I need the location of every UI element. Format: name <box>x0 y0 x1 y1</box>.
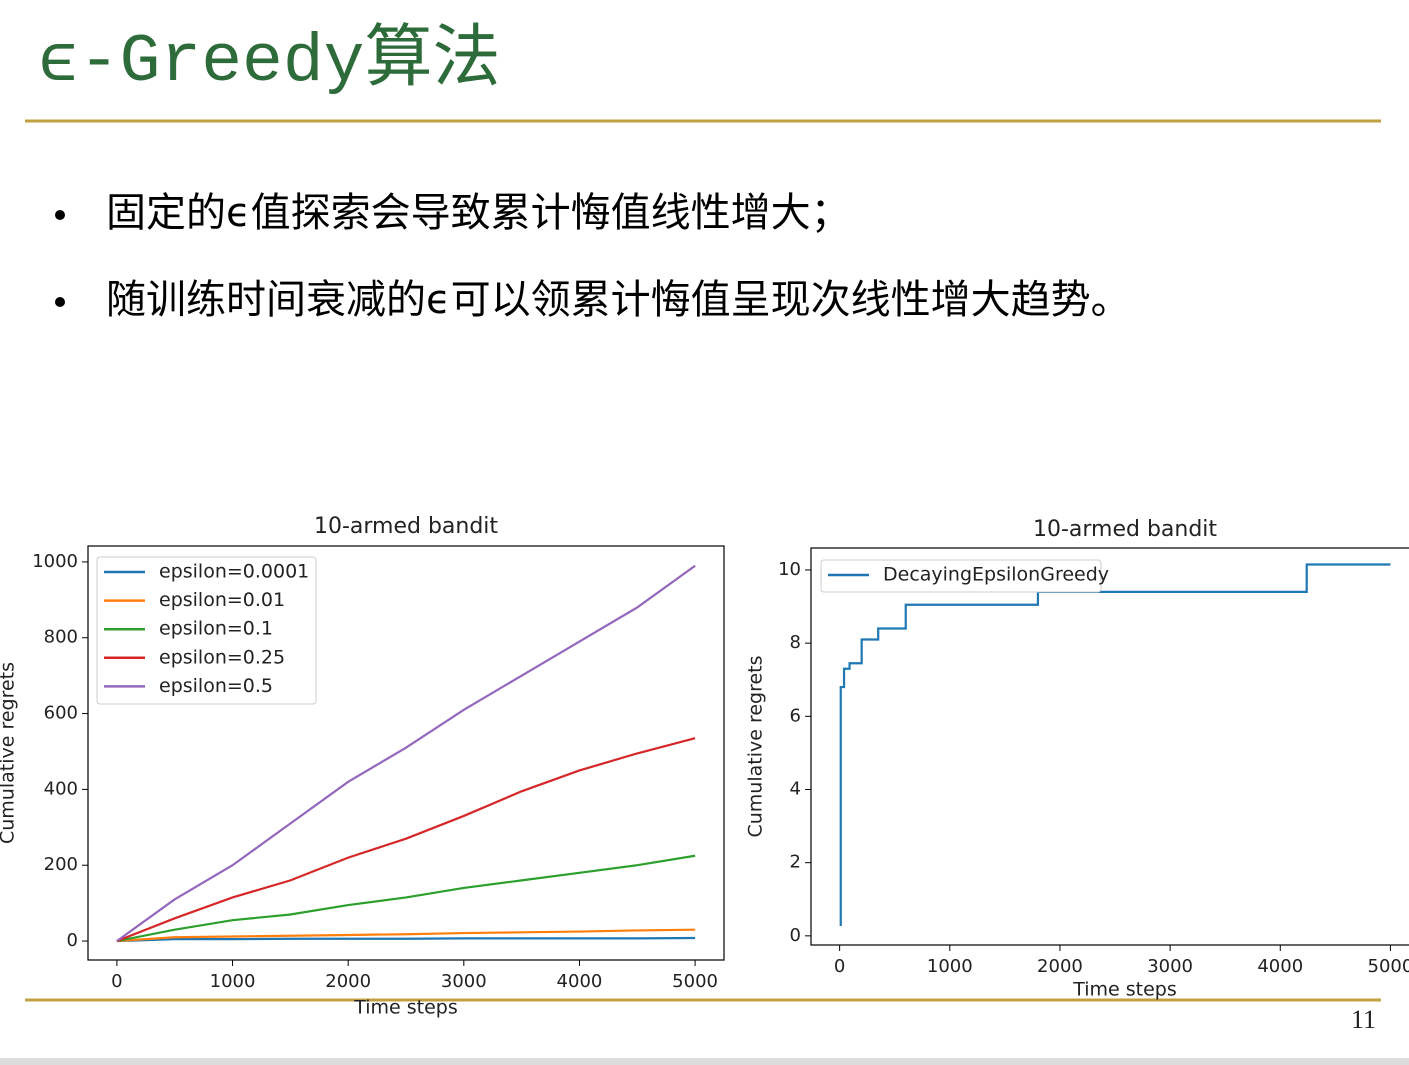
y-tick-label: 4 <box>790 778 801 799</box>
series-line <box>116 854 696 943</box>
y-tick-label: 0 <box>790 925 801 946</box>
plot-frame <box>87 545 725 961</box>
legend-label: epsilon=0.01 <box>159 589 285 611</box>
bullet-dot <box>55 297 65 307</box>
legend-label: epsilon=0.25 <box>159 646 285 668</box>
x-tick-label: 5000 <box>1368 956 1409 977</box>
x-axis-label: Time steps <box>353 997 458 1019</box>
series-line <box>116 564 696 942</box>
y-tick-label: 400 <box>44 778 78 799</box>
legend-label: epsilon=0.5 <box>159 675 273 697</box>
y-tick-label: 800 <box>44 627 78 648</box>
slide-title: ϵ-Greedy算法 <box>38 22 500 101</box>
series-line <box>116 737 696 943</box>
plot-frame <box>810 547 1409 946</box>
y-axis-label: Cumulative regrets <box>745 655 767 837</box>
page-number: 11 <box>1351 1005 1376 1034</box>
y-tick-label: 8 <box>790 632 801 653</box>
y-tick-label: 2 <box>790 852 801 873</box>
chart-title: 10-armed bandit <box>1033 517 1217 542</box>
chart-title: 10-armed bandit <box>314 514 498 539</box>
legend-box <box>96 556 317 705</box>
x-tick-label: 5000 <box>672 971 718 992</box>
legend-box <box>820 559 1102 593</box>
x-tick-label: 4000 <box>557 971 603 992</box>
y-axis-label: Cumulative regrets <box>0 662 19 844</box>
chart: 10-armed bandit Time steps Cumulative regr… <box>0 514 725 1019</box>
y-tick-label: 200 <box>44 854 78 875</box>
legend-label: DecayingEpsilonGreedy <box>883 564 1109 586</box>
y-tick-label: 6 <box>790 705 801 726</box>
chart: 10-armed bandit Time steps Cumulative regr… <box>745 517 1409 1001</box>
bullet: 随训练时间衰减的ϵ可以领累计悔值呈现次线性增大趋势。 <box>106 277 1131 323</box>
series-line <box>116 936 696 943</box>
x-tick-label: 1000 <box>210 971 256 992</box>
y-tick-label: 10 <box>778 559 801 580</box>
x-tick-label: 3000 <box>1147 956 1193 977</box>
x-tick-label: 2000 <box>1037 956 1083 977</box>
series-line <box>116 928 696 943</box>
x-tick-label: 2000 <box>325 971 371 992</box>
series-line <box>839 563 1391 926</box>
x-tick-label: 0 <box>111 971 122 992</box>
legend-label: epsilon=0.0001 <box>159 561 309 583</box>
y-tick-label: 600 <box>44 703 78 724</box>
bottom-band <box>0 1058 1409 1065</box>
x-tick-label: 0 <box>834 956 845 977</box>
legend-label: epsilon=0.1 <box>159 618 273 640</box>
x-tick-label: 3000 <box>441 971 487 992</box>
y-tick-label: 0 <box>67 930 78 951</box>
x-axis-label: Time steps <box>1072 979 1177 1001</box>
bullet: 固定的ϵ值探索会导致累计悔值线性增大； <box>106 190 851 236</box>
x-tick-label: 1000 <box>927 956 973 977</box>
y-tick-label: 1000 <box>32 551 78 572</box>
x-tick-label: 4000 <box>1257 956 1303 977</box>
bullet-dot <box>55 210 65 220</box>
